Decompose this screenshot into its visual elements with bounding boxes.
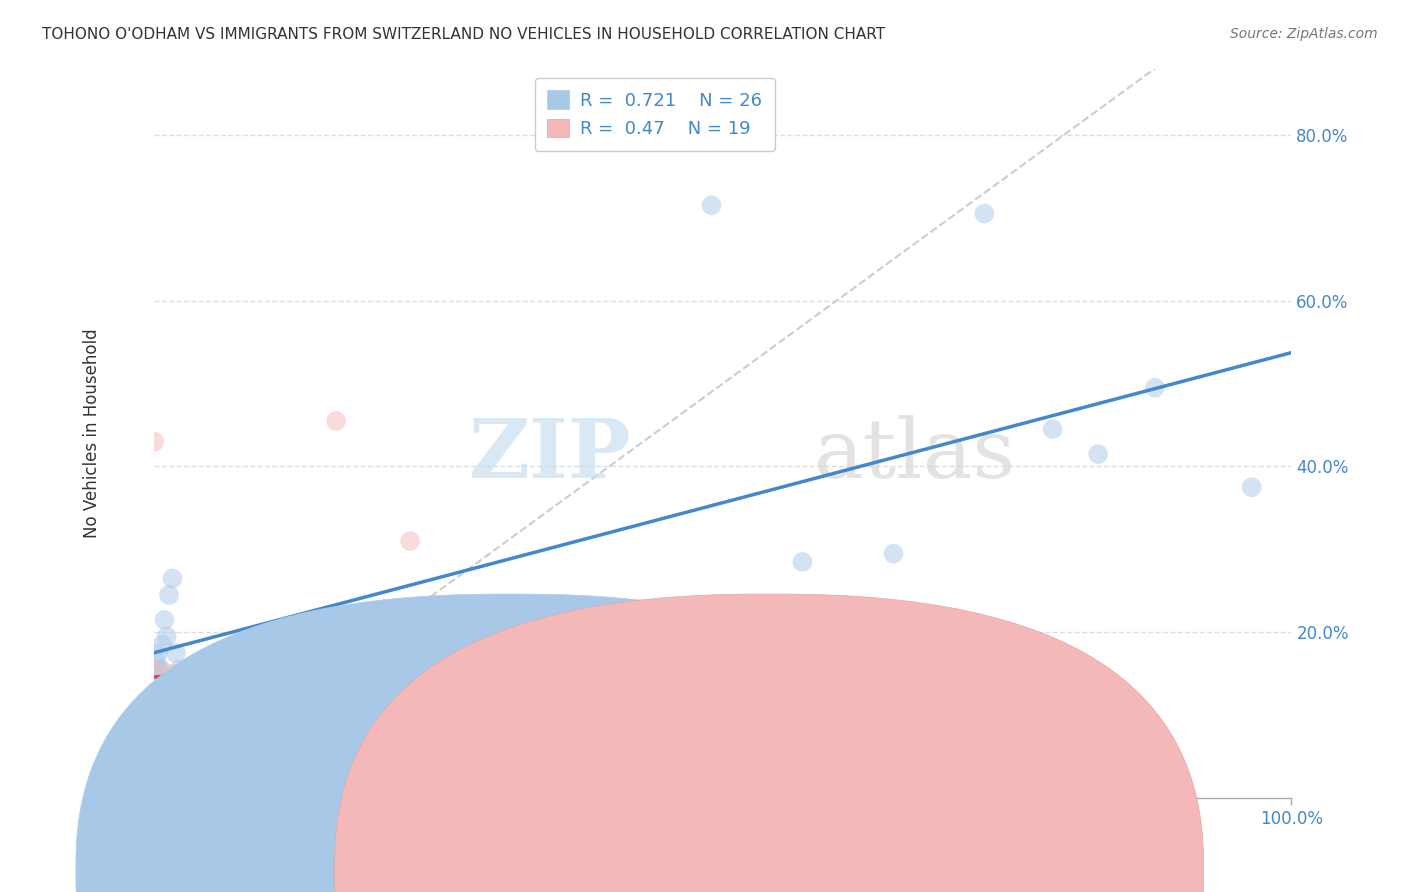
Point [689, 716, 711, 731]
Point [150, 638, 173, 652]
Point [160, 666, 183, 681]
Point [174, 671, 197, 685]
Point [1087, 447, 1109, 461]
Text: No Vehicles in Household: No Vehicles in Household [83, 328, 101, 538]
Point [291, 630, 314, 644]
Point [150, 724, 173, 739]
Point [162, 571, 184, 585]
Text: Immigrants from Switzerland: Immigrants from Switzerland [787, 863, 1029, 881]
Text: Tohono O'odham: Tohono O'odham [534, 863, 673, 881]
Legend: R =  0.721    N = 26, R =  0.47    N = 19: R = 0.721 N = 26, R = 0.47 N = 19 [534, 78, 775, 151]
Point [145, 683, 167, 698]
Point [143, 434, 166, 449]
Point [146, 700, 169, 714]
Point [1042, 422, 1064, 436]
Text: ZIP: ZIP [470, 415, 631, 495]
Point [165, 646, 187, 660]
Point [405, 630, 427, 644]
Point [148, 663, 170, 677]
Point [150, 663, 173, 677]
Point [156, 733, 179, 747]
Point [149, 671, 172, 685]
Point [792, 555, 814, 569]
Point [148, 716, 170, 731]
Point [882, 547, 904, 561]
Point [1143, 381, 1166, 395]
Point [325, 414, 347, 428]
Point [146, 646, 169, 660]
Point [700, 198, 723, 212]
Text: atlas: atlas [814, 415, 1017, 495]
Point [163, 737, 186, 751]
Point [1240, 480, 1263, 494]
Point [167, 663, 190, 677]
Point [399, 534, 422, 549]
Point [245, 638, 267, 652]
Point [153, 721, 176, 735]
Point [149, 708, 172, 723]
Point [145, 663, 167, 677]
Point [200, 679, 222, 693]
Point [359, 638, 381, 652]
Point [156, 630, 179, 644]
Point [416, 712, 439, 726]
Point [169, 721, 191, 735]
Point [157, 588, 180, 602]
Point [150, 691, 173, 706]
Point [973, 206, 995, 220]
Point [145, 654, 167, 668]
Point [153, 613, 176, 627]
Text: TOHONO O'ODHAM VS IMMIGRANTS FROM SWITZERLAND NO VEHICLES IN HOUSEHOLD CORRELATI: TOHONO O'ODHAM VS IMMIGRANTS FROM SWITZE… [42, 27, 886, 42]
Text: Source: ZipAtlas.com: Source: ZipAtlas.com [1230, 27, 1378, 41]
